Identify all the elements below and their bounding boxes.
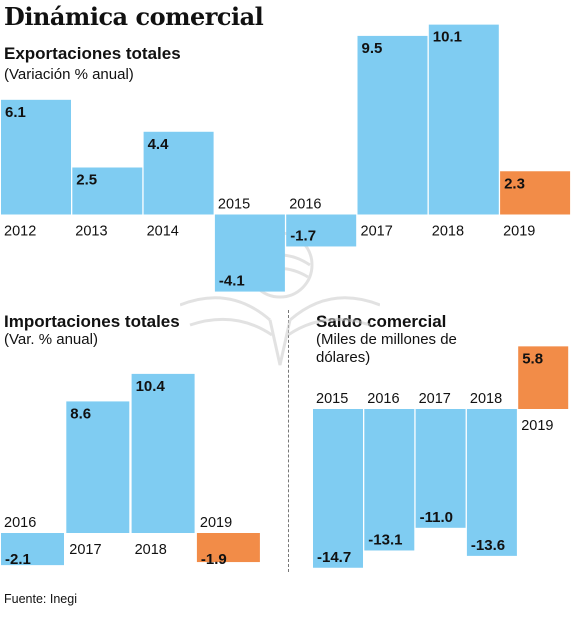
imports-value-label-2018: 10.4 [136,378,166,395]
imports-category-label-2017: 2017 [69,542,101,558]
exports-bar-2012 [1,99,71,215]
exports-bar-2013 [72,167,143,215]
imports-value-label-2017: 8.6 [70,405,91,422]
imports-value-label-2019: -1.9 [201,551,227,568]
balance-value-label-2019: 5.8 [522,350,543,367]
balance-category-label-2018: 2018 [470,391,502,407]
exports-value-label-2015: -4.1 [219,273,245,290]
balance-category-label-2015: 2015 [316,391,348,407]
page-title: Dinámica comercial [4,2,264,31]
exports-category-label-2016: 2016 [289,197,321,213]
balance-category-label-2019: 2019 [521,418,553,434]
balance-bar-2018 [466,409,517,556]
balance-chart-title: Saldo comercial [316,312,447,331]
balance-chart-subtitle: (Miles de millones de dólares) [316,331,457,366]
exports-bar-2017 [357,35,428,215]
imports-bar-2019 [196,533,260,563]
exports-bar-2016 [286,214,357,247]
exports-chart-subtitle: (Variación % anual) [4,66,134,83]
exports-category-label-2017: 2017 [361,224,393,240]
exports-category-label-2015: 2015 [218,197,250,213]
imports-category-label-2016: 2016 [4,515,36,531]
exports-value-label-2019: 2.3 [504,175,525,192]
exports-category-label-2014: 2014 [147,224,179,240]
imports-category-label-2018: 2018 [135,542,167,558]
exports-chart-title: Exportaciones totales [4,44,181,63]
exports-value-label-2018: 10.1 [433,29,462,46]
balance-bar-2015 [313,409,363,568]
exports-category-label-2012: 2012 [4,224,36,240]
imports-chart-title: Importaciones totales [4,312,180,331]
exports-value-label-2012: 6.1 [5,104,26,121]
chart-divider [288,310,289,572]
imports-value-label-2016: -2.1 [5,551,31,568]
balance-value-label-2016: -13.1 [368,531,402,548]
balance-value-label-2015: -14.7 [317,549,351,566]
exports-value-label-2017: 9.5 [362,40,383,57]
imports-bar-2018 [131,373,195,533]
balance-category-label-2016: 2016 [367,391,399,407]
exports-value-label-2014: 4.4 [148,136,170,153]
balance-bar-2019 [518,346,569,409]
exports-bar-2015 [214,214,285,292]
balance-bar-2016 [364,409,415,551]
exports-category-label-2019: 2019 [503,224,535,240]
imports-bar-2016 [1,533,64,566]
balance-category-label-2017: 2017 [419,391,451,407]
exports-value-label-2016: -1.7 [290,227,316,244]
exports-category-label-2018: 2018 [432,224,464,240]
exports-bar-2018 [428,24,499,215]
balance-bar-2017 [415,409,466,528]
source-note: Fuente: Inegi [4,592,77,606]
exports-value-label-2013: 2.5 [76,172,97,189]
imports-bar-2017 [66,401,130,533]
exports-category-label-2013: 2013 [75,224,107,240]
imports-chart-subtitle: (Var. % anual) [4,331,98,348]
imports-category-label-2019: 2019 [200,515,232,531]
balance-value-label-2018: -13.6 [471,537,505,554]
balance-value-label-2017: -11.0 [420,509,453,526]
exports-bar-2014 [143,131,214,215]
exports-bar-2019 [500,171,571,215]
